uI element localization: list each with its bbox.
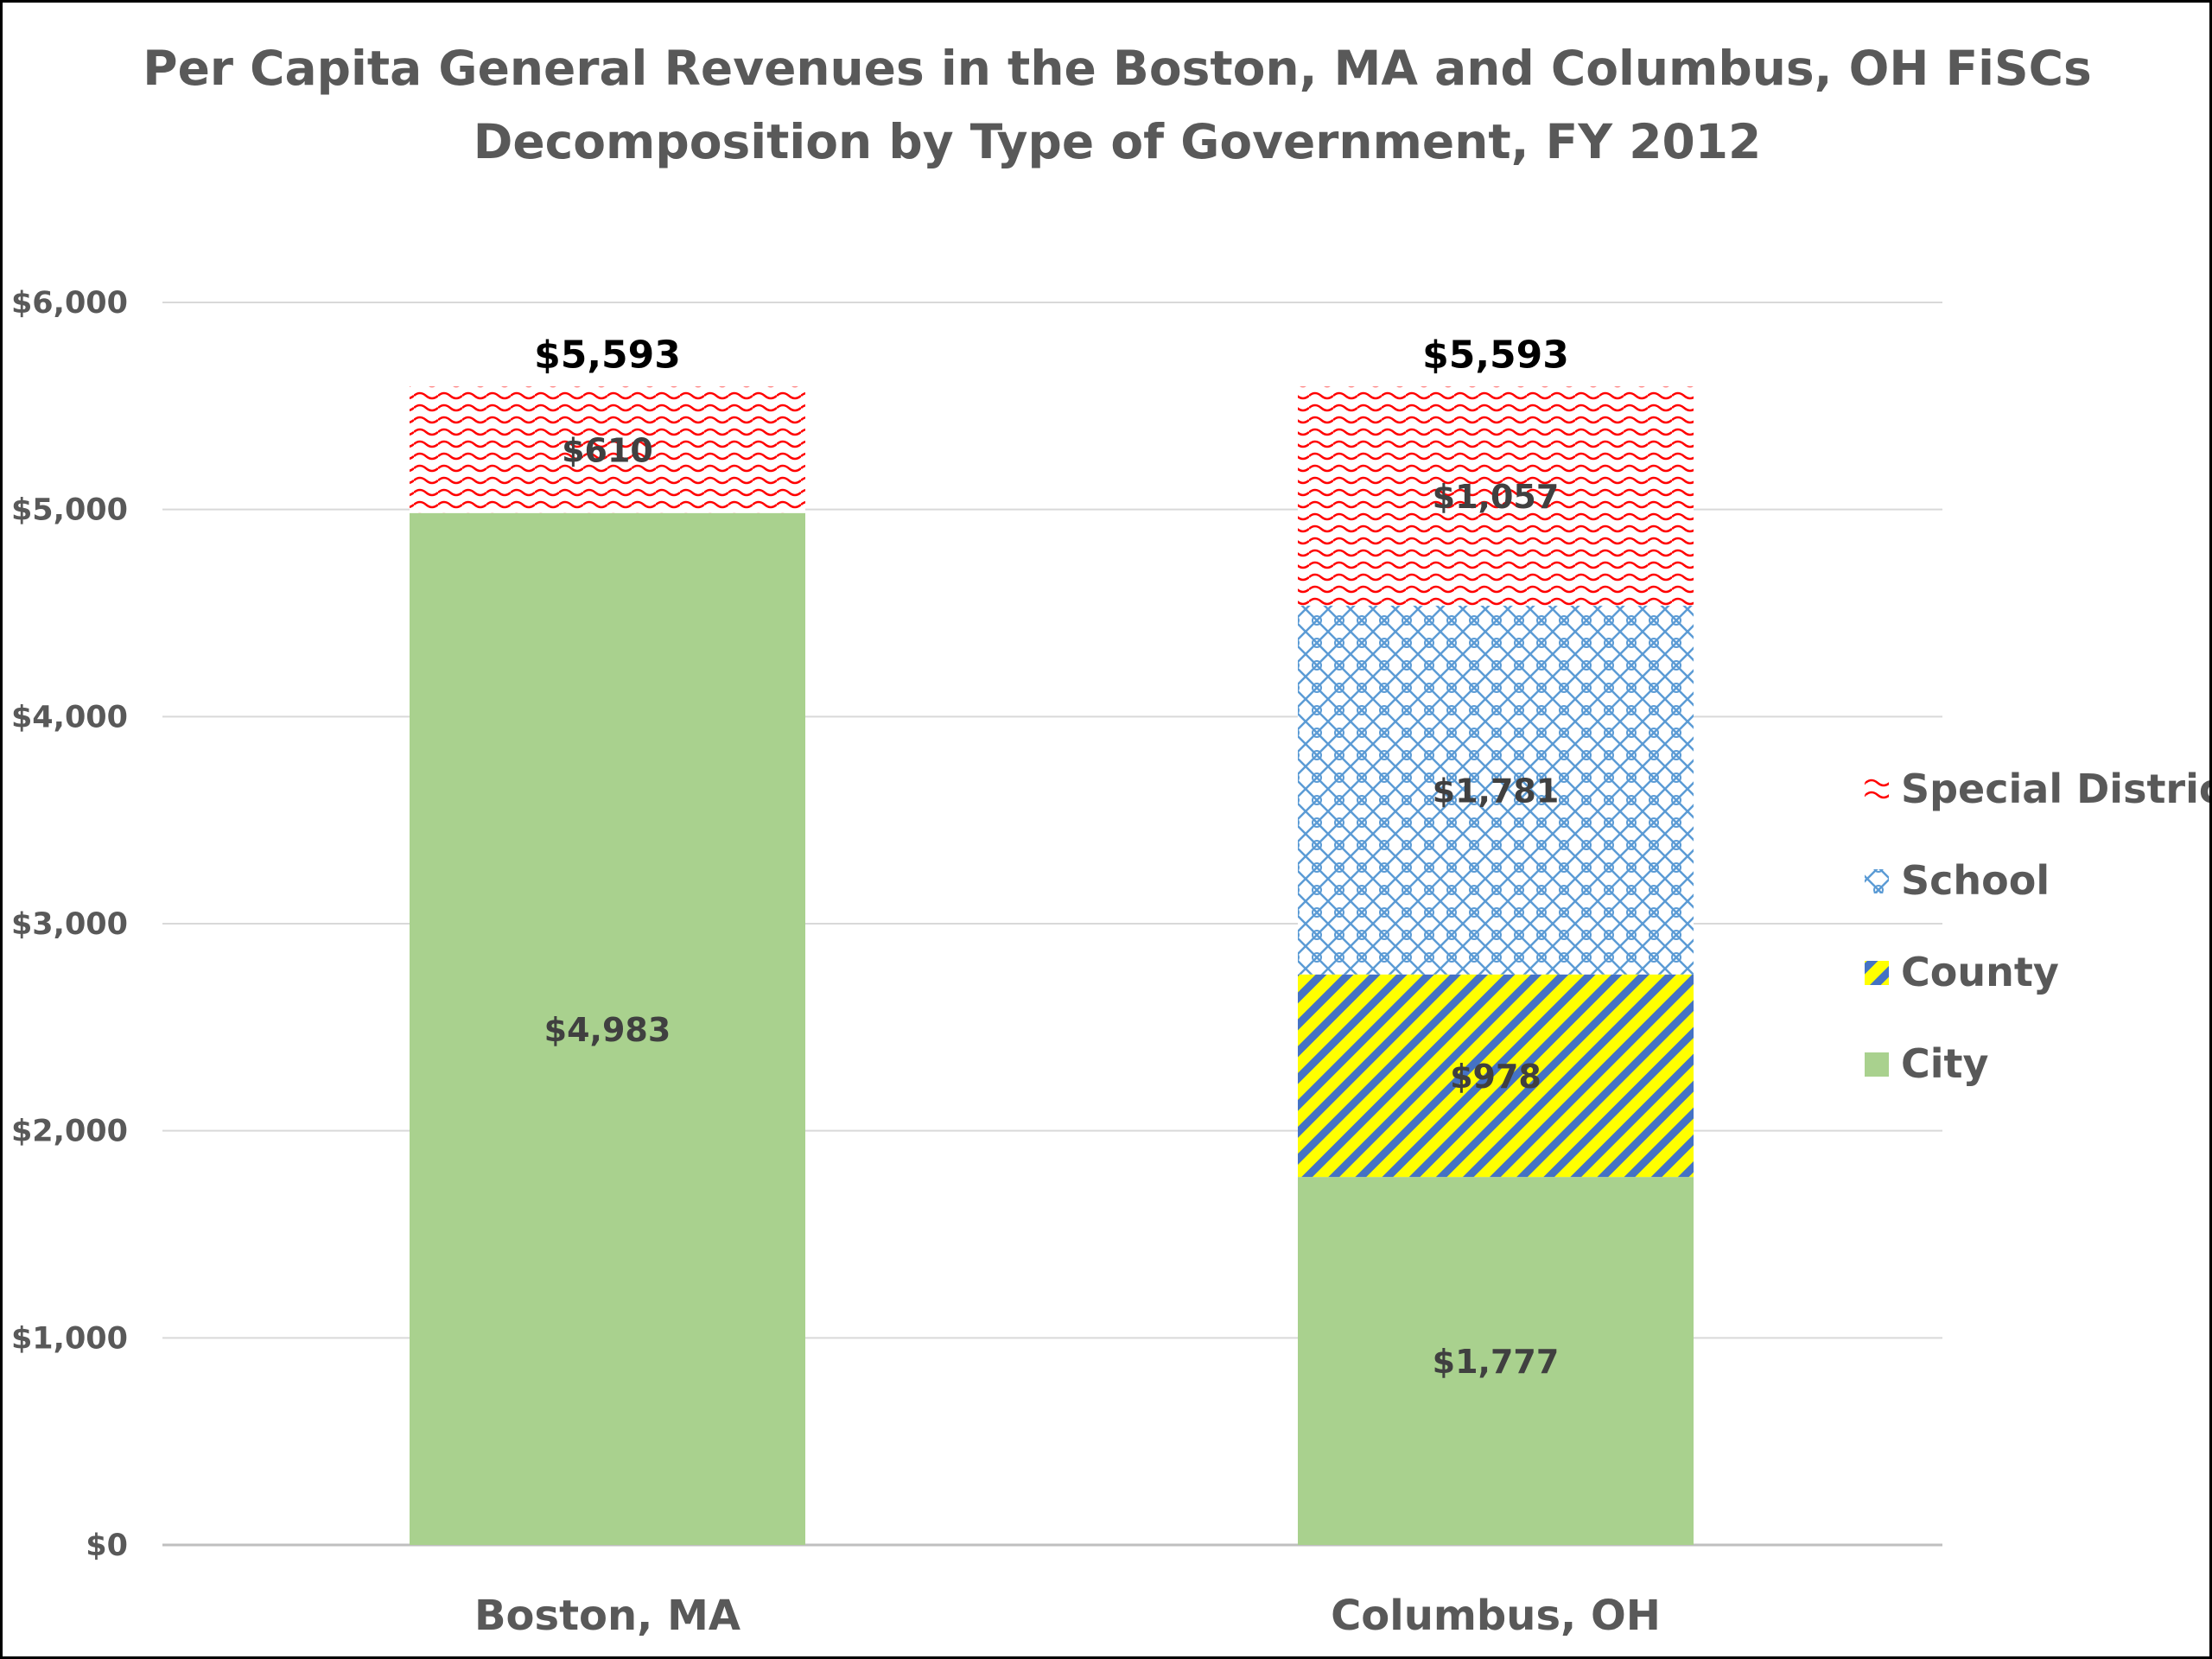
y-tick-label: $2,000 — [11, 1115, 128, 1149]
y-axis-ticks: $0 $1,000 $2,000 $3,000 $4,000 $5,000 $6,000 — [11, 286, 128, 1563]
bar-city-columbus-oh — [1298, 1177, 1694, 1545]
legend-swatch-school — [1865, 869, 1889, 893]
bar-school-columbus-oh — [1298, 605, 1694, 975]
bar-county-columbus-oh — [1298, 974, 1694, 1178]
x-category-label: Columbus, OH — [1331, 1592, 1661, 1640]
data-label-special-district: $610 — [562, 432, 653, 470]
data-labels: $4,983 $610 $5,593 $1,777 $978 $1,781 $1,057 $5… — [534, 334, 1569, 1382]
y-tick-label: $3,000 — [11, 907, 128, 942]
bar-city-boston-ma — [410, 512, 805, 1546]
y-tick-label: $4,000 — [11, 700, 128, 734]
total-label: $5,593 — [534, 334, 681, 378]
data-label-county: $978 — [1450, 1058, 1541, 1096]
y-tick-label: $1,000 — [11, 1321, 128, 1356]
data-label-special-district: $1,057 — [1433, 478, 1560, 516]
y-tick-label: $0 — [86, 1529, 128, 1563]
legend-swatch-county — [1865, 961, 1889, 985]
x-axis-categories: Boston, MA Columbus, OH — [474, 1592, 1661, 1640]
chart-subtitle: Decomposition by Type of Government, FY … — [474, 114, 1762, 169]
x-category-label: Boston, MA — [474, 1592, 741, 1640]
bars — [410, 386, 1694, 1546]
data-label-city: $4,983 — [544, 1011, 671, 1049]
legend-swatch-city — [1865, 1052, 1889, 1077]
legend: Special District School County City — [1865, 766, 2209, 1087]
legend-label-city: City — [1901, 1040, 1989, 1087]
bar-special-district-boston-ma — [410, 386, 805, 513]
bar-special-district-columbus-oh — [1298, 386, 1694, 606]
legend-label-county: County — [1901, 949, 2059, 995]
data-label-city: $1,777 — [1433, 1343, 1560, 1381]
legend-label-special-district: Special District — [1901, 766, 2209, 812]
data-label-school: $1,781 — [1433, 772, 1560, 810]
chart-title: Per Capita General Revenues in the Bosto… — [143, 41, 2091, 96]
legend-label-school: School — [1901, 857, 2050, 904]
stacked-bar-chart: Per Capita General Revenues in the Bosto… — [11, 41, 2209, 1640]
legend-swatch-special-district — [1865, 778, 1889, 802]
y-tick-label: $5,000 — [11, 493, 128, 528]
total-label: $5,593 — [1422, 334, 1569, 378]
y-tick-label: $6,000 — [11, 286, 128, 321]
